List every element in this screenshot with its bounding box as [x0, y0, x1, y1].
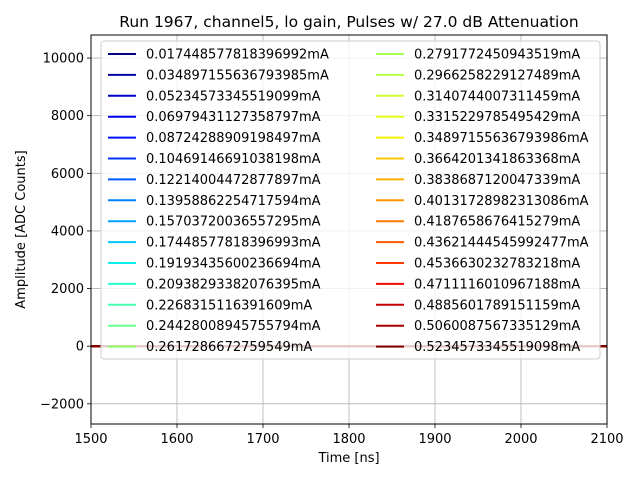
legend-entry-label: 0.5060087567335129mA	[414, 319, 580, 334]
legend-entry-label: 0.3140744007311459mA	[414, 89, 580, 104]
legend-entry-label: 0.3315229785495429mA	[414, 110, 580, 125]
x-tick-label: 1900	[418, 432, 451, 447]
legend-entry-label: 0.10469146691038198mA	[146, 152, 321, 167]
y-tick-label: 8000	[51, 109, 84, 124]
legend-entry-label: 0.15703720036557295mA	[146, 215, 321, 230]
legend-entry-label: 0.43621444545992477mA	[414, 236, 589, 251]
legend-entry-label: 0.08724288909198497mA	[146, 131, 321, 146]
legend-entry-label: 0.4711116010967188mA	[414, 277, 580, 292]
chart-title: Run 1967, channel5, lo gain, Pulses w/ 2…	[119, 13, 578, 31]
legend-entry-label: 0.2791772450943519mA	[414, 48, 580, 63]
legend: 0.017448577818396992mA 0.0348971556367939…	[100, 40, 601, 360]
legend-entry-label: 0.3664201341863368mA	[414, 152, 580, 167]
legend-entry-label: 0.4187658676415279mA	[414, 215, 580, 230]
y-axis-label: Amplitude [ADC Counts]	[14, 150, 29, 308]
legend-entry-label: 0.12214004472877897mA	[146, 173, 321, 188]
legend-entry-label: 0.20938293382076395mA	[146, 277, 321, 292]
y-tick-label: 2000	[51, 282, 84, 297]
x-tick-label: 2000	[504, 432, 537, 447]
x-axis-label: Time [ns]	[317, 451, 379, 466]
legend-entry-label: 0.034897155636793985mA	[146, 68, 329, 83]
axis-ticks: 1500 1600 1700 1800 1900 2000 2100 −2000 0 2000 40…	[40, 52, 624, 447]
legend-box	[100, 40, 601, 360]
legend-entry-label: 0.4536630232783218mA	[414, 257, 580, 272]
y-tick-label: 4000	[51, 224, 84, 239]
legend-entry-label: 0.17448577818396993mA	[146, 236, 321, 251]
y-tick-label: 10000	[43, 52, 84, 67]
x-tick-label: 1700	[246, 432, 279, 447]
x-tick-label: 1500	[74, 432, 107, 447]
legend-entry-label: 0.19193435600236694mA	[146, 257, 321, 272]
x-tick-label: 1600	[160, 432, 193, 447]
x-tick-label: 1800	[332, 432, 365, 447]
y-tick-label: 6000	[51, 167, 84, 182]
legend-entry-label: 0.24428008945755794mA	[146, 319, 321, 334]
legend-entry-label: 0.34897155636793986mA	[414, 131, 589, 146]
legend-entry-label: 0.2617286672759549mA	[146, 340, 312, 355]
legend-entry-label: 0.3838687120047339mA	[414, 173, 580, 188]
legend-entry-label: 0.05234573345519099mA	[146, 89, 321, 104]
legend-entry-label: 0.4885601789151159mA	[414, 298, 580, 313]
y-tick-label: −2000	[40, 397, 84, 412]
legend-entry-label: 0.40131728982313086mA	[414, 194, 589, 209]
y-tick-label: 0	[76, 340, 84, 355]
x-tick-label: 2100	[590, 432, 623, 447]
legend-entry-label: 0.5234573345519098mA	[414, 340, 580, 355]
legend-entry-label: 0.13958862254717594mA	[146, 194, 321, 209]
legend-entry-label: 0.017448577818396992mA	[146, 48, 329, 63]
legend-entry-label: 0.2966258229127489mA	[414, 68, 580, 83]
legend-entry-label: 0.06979431127358797mA	[146, 110, 321, 125]
legend-entry-label: 0.2268315116391609mA	[146, 298, 312, 313]
